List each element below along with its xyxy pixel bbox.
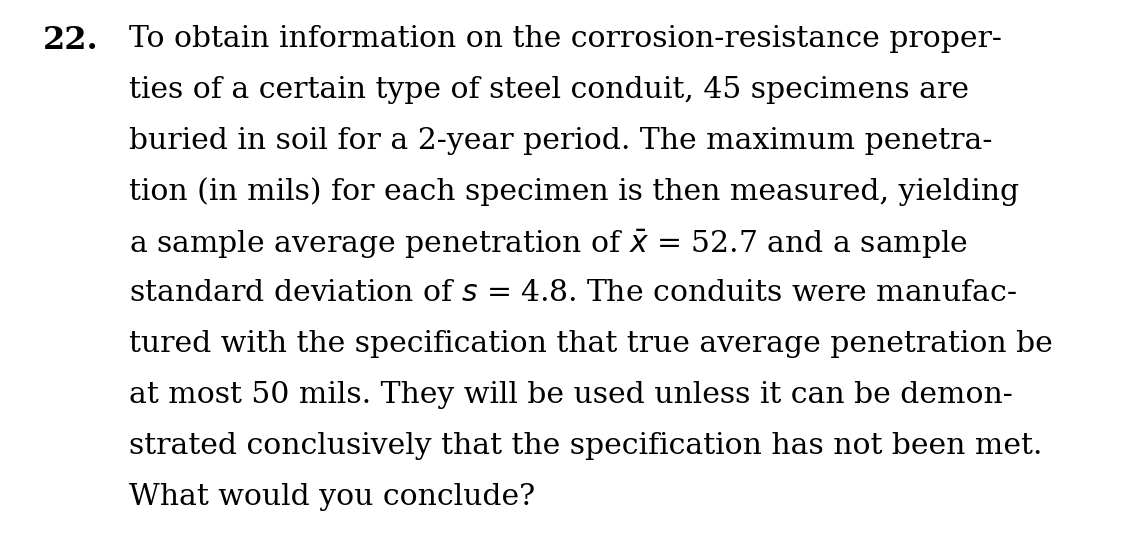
Text: standard deviation of $s$ = 4.8. The conduits were manufac-: standard deviation of $s$ = 4.8. The con…	[129, 279, 1017, 307]
Text: To obtain information on the corrosion-resistance proper-: To obtain information on the corrosion-r…	[129, 25, 1002, 53]
Text: buried in soil for a 2-year period. The maximum penetra-: buried in soil for a 2-year period. The …	[129, 127, 993, 155]
Text: ties of a certain type of steel conduit, 45 specimens are: ties of a certain type of steel conduit,…	[129, 76, 970, 104]
Text: a sample average penetration of $\bar{x}$ = 52.7 and a sample: a sample average penetration of $\bar{x}…	[129, 228, 969, 262]
Text: tion (in mils) for each specimen is then measured, yielding: tion (in mils) for each specimen is then…	[129, 178, 1019, 206]
Text: at most 50 mils. They will be used unless it can be demon-: at most 50 mils. They will be used unles…	[129, 381, 1014, 409]
Text: tured with the specification that true average penetration be: tured with the specification that true a…	[129, 330, 1053, 358]
Text: 22.: 22.	[43, 25, 99, 56]
Text: strated conclusively that the specification has not been met.: strated conclusively that the specificat…	[129, 432, 1043, 460]
Text: What would you conclude?: What would you conclude?	[129, 483, 536, 511]
